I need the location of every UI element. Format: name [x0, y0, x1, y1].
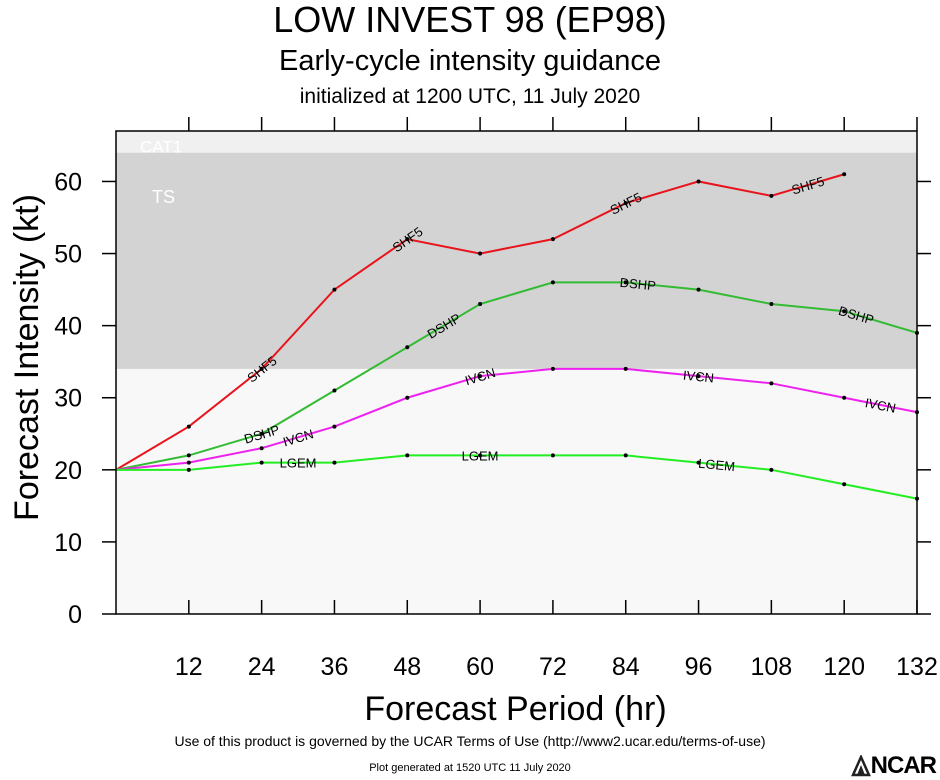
band-label-ts: TS: [152, 187, 175, 207]
data-point-ivcn: [405, 395, 410, 400]
band-cat1: [116, 131, 917, 153]
svg-text:LGEM: LGEM: [462, 448, 499, 463]
data-point-dshp: [332, 388, 337, 393]
x-tick-label: 36: [321, 653, 349, 681]
data-point-ivcn: [478, 374, 483, 379]
y-tick-label: 10: [54, 529, 82, 557]
data-point-ivcn: [186, 460, 191, 465]
x-tick-label: 48: [393, 653, 421, 681]
y-axis-title: Forecast Intensity (kt): [8, 194, 46, 521]
data-point-shf5: [769, 193, 774, 198]
data-point-lgem: [332, 460, 337, 465]
data-point-shf5: [842, 172, 847, 177]
data-point-lgem: [842, 482, 847, 487]
y-tick-label: 40: [54, 313, 82, 341]
data-point-dshp: [478, 302, 483, 307]
series-line-ivcn: [115, 367, 918, 471]
series-label-ivcn: IVCN: [864, 395, 897, 416]
series-label-lgem: LGEM: [280, 456, 317, 471]
data-point-dshp: [842, 309, 847, 314]
data-point-shf5: [478, 251, 483, 256]
series-label-dshp: DSHP: [619, 275, 656, 293]
chart-title: LOW INVEST 98 (EP98): [273, 0, 667, 40]
data-point-ivcn: [623, 366, 628, 371]
data-point-shf5: [623, 201, 628, 206]
x-tick-label: 120: [823, 653, 865, 681]
svg-text:IVCN: IVCN: [864, 395, 897, 416]
x-tick-label: 84: [612, 653, 640, 681]
y-tick-label: 0: [68, 601, 82, 629]
series-label-ivcn: IVCN: [682, 368, 714, 386]
plot-generated-time: Plot generated at 1520 UTC 11 July 2020: [369, 762, 571, 774]
x-tick-label: 24: [248, 653, 276, 681]
data-point-ivcn: [259, 446, 264, 451]
initialized-time: initialized at 1200 UTC, 11 July 2020: [299, 85, 641, 108]
data-point-lgem: [623, 453, 628, 458]
series-label-lgem: LGEM: [462, 448, 499, 463]
data-point-dshp: [259, 431, 264, 436]
data-point-ivcn: [842, 395, 847, 400]
y-tick-label: 60: [54, 168, 82, 196]
data-point-shf5: [696, 179, 701, 184]
plot-frame: [115, 130, 918, 615]
x-tick-label: 60: [466, 653, 494, 681]
data-point-shf5: [405, 237, 410, 242]
data-point-shf5: [186, 424, 191, 429]
svg-text:LGEM: LGEM: [280, 456, 317, 471]
y-tick-label: 30: [54, 385, 82, 413]
terms-of-use-note: Use of this product is governed by the U…: [174, 733, 766, 749]
series-line-dshp: [115, 281, 918, 471]
data-point-dshp: [550, 280, 555, 285]
ncar-logo-text: NCAR: [870, 752, 937, 779]
data-point-lgem: [259, 460, 264, 465]
ncar-logo: NCAR: [850, 752, 937, 780]
x-tick-label: 132: [896, 653, 938, 681]
data-point-lgem: [550, 453, 555, 458]
data-point-ivcn: [769, 381, 774, 386]
data-point-shf5: [550, 237, 555, 242]
data-point-lgem: [478, 453, 483, 458]
chart-subtitle: Early-cycle intensity guidance: [278, 45, 661, 77]
data-point-dshp: [186, 453, 191, 458]
data-point-shf5: [259, 366, 264, 371]
data-point-lgem: [769, 467, 774, 472]
data-point-ivcn: [696, 374, 701, 379]
x-tick-label: 12: [175, 653, 203, 681]
data-point-dshp: [696, 287, 701, 292]
data-point-lgem: [405, 453, 410, 458]
data-point-ivcn: [332, 424, 337, 429]
data-point-lgem: [186, 467, 191, 472]
series-label-lgem: LGEM: [698, 456, 736, 475]
x-tick-label: 96: [685, 653, 713, 681]
intensity-chart: TSCAT1SHF5SHF5SHF5SHF5DSHPDSHPDSHPDSHPIV…: [8, 117, 938, 728]
svg-text:LGEM: LGEM: [698, 456, 736, 475]
ncar-logo-mark-icon: [850, 755, 871, 777]
band-label-cat1: CAT1: [140, 137, 182, 156]
x-axis-title: Forecast Period (hr): [364, 690, 666, 728]
svg-text:DSHP: DSHP: [619, 275, 656, 293]
data-point-ivcn: [550, 366, 555, 371]
data-point-dshp: [623, 280, 628, 285]
x-tick-label: 72: [539, 653, 567, 681]
y-tick-label: 50: [54, 241, 82, 269]
band-ts: [116, 152, 917, 369]
svg-text:IVCN: IVCN: [682, 368, 714, 386]
data-point-lgem: [696, 460, 701, 465]
data-point-dshp: [769, 302, 774, 307]
data-point-dshp: [405, 345, 410, 350]
data-point-shf5: [332, 287, 337, 292]
series-line-lgem: [116, 454, 918, 500]
x-tick-label: 108: [751, 653, 793, 681]
y-tick-label: 20: [54, 457, 82, 485]
